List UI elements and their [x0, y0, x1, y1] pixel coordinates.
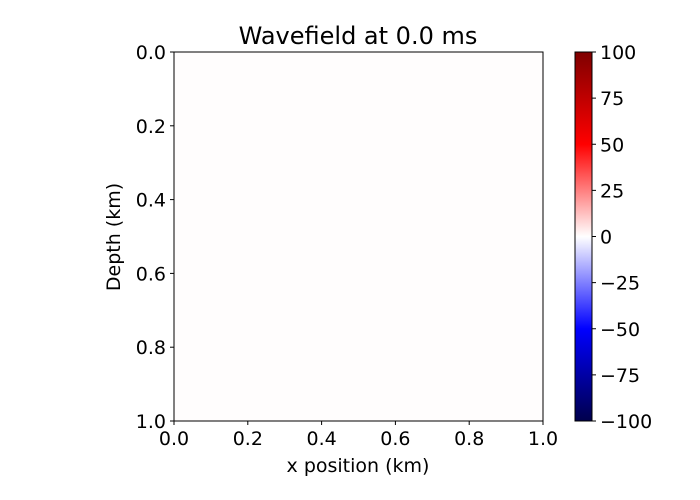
x-tick-label: 0.8 [454, 428, 484, 450]
x-axis-label: x position (km) [287, 455, 430, 477]
colorbar-tick-label: 75 [600, 88, 624, 110]
y-tick-label: 0.4 [136, 190, 166, 212]
colorbar-gradient [574, 51, 593, 422]
x-tick-label: 0.0 [159, 428, 189, 450]
colorbar-tick-label: −100 [600, 411, 652, 433]
y-tick-label: 0.6 [136, 263, 166, 285]
x-tick-label: 1.0 [528, 428, 558, 450]
x-tick-label: 0.4 [306, 428, 336, 450]
colorbar-tick-label: 25 [600, 180, 624, 202]
colorbar-tick-label: −50 [600, 319, 640, 341]
colorbar-tick-label: −75 [600, 365, 640, 387]
plot-frame [173, 51, 544, 422]
y-tick-label: 0.8 [136, 337, 166, 359]
colorbar-tick-label: 0 [600, 227, 612, 249]
colorbar: 100 75 50 25 0 −25 −50 −75 −100 [574, 42, 652, 433]
colorbar-tick-label: 100 [600, 42, 636, 64]
y-tick-label: 0.2 [136, 116, 166, 138]
colorbar-tick-label: 50 [600, 134, 624, 156]
y-tick-label: 1.0 [136, 411, 166, 433]
y-tick-label: 0.0 [136, 42, 166, 64]
y-axis-label: Depth (km) [103, 183, 125, 291]
x-tick-label: 0.2 [233, 428, 263, 450]
heatmap-cell [174, 52, 543, 421]
colorbar-tick-label: −25 [600, 273, 640, 295]
x-tick-label: 0.6 [380, 428, 410, 450]
chart-title: Wavefield at 0.0 ms [239, 22, 478, 50]
plot-area: 0.0 0.2 0.4 0.6 0.8 1.00.00.20.40.60.81.0 [136, 42, 558, 450]
